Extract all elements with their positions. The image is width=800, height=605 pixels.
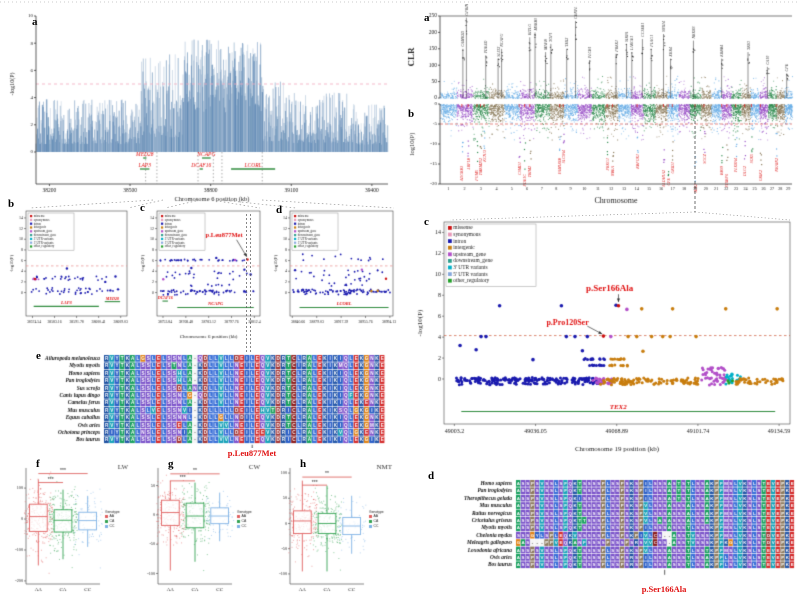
mutation-label-leu877met: p.Leu877Met <box>227 448 277 458</box>
left-panel-g-boxplot <box>134 456 266 602</box>
left-panel-b-regional-plot <box>2 206 132 356</box>
right-panel-c-regional-plot <box>402 216 798 466</box>
left-panel-c-regional-plot <box>133 206 265 356</box>
left-panel-h-boxplot <box>266 456 398 602</box>
left-panel-a-manhattan-plot <box>4 6 396 204</box>
left-panel-f-boxplot <box>2 456 134 602</box>
right-panel-b-gwas-plot <box>402 102 798 214</box>
panel-letter-b-left: b <box>8 198 15 210</box>
right-panel-a-clr-plot <box>402 4 798 102</box>
left-panel-e-alignment <box>4 352 396 448</box>
mutation-label-ser166ala: p.Ser166Ala <box>641 584 687 594</box>
left-panel-d-regional-plot <box>266 206 398 356</box>
right-panel-d-alignment <box>402 468 798 598</box>
